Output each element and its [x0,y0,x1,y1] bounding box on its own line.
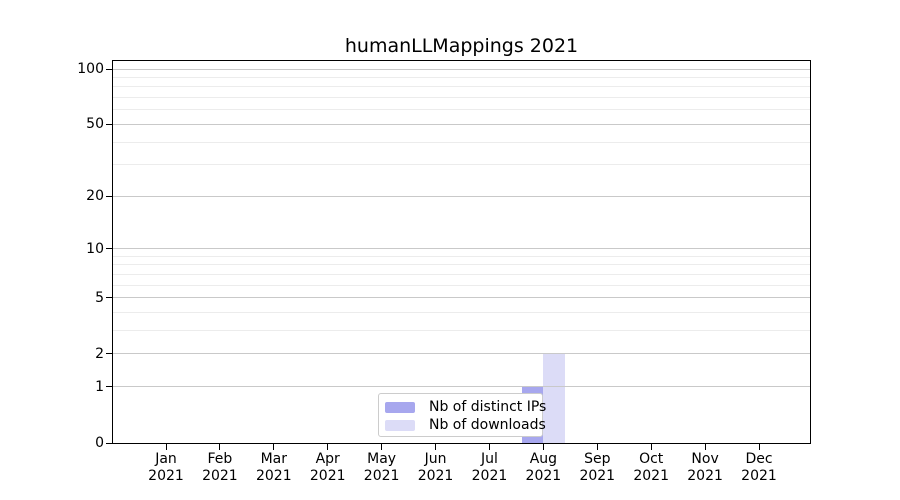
y-tick-label: 50 [86,116,104,133]
x-tick-label-month: Oct [639,451,664,467]
x-tick-label: Oct 2021 [619,451,683,484]
gridline-minor [113,264,810,266]
y-axis-tick [106,123,112,125]
legend-item-distinct-ips: Nb of distinct IPs [385,398,546,416]
gridline-minor [113,274,810,276]
x-tick-label-month: Apr [315,451,340,467]
x-axis-tick [435,444,437,450]
y-tick-label: 2 [95,345,104,362]
y-axis-tick [106,353,112,355]
gridline-major [113,123,810,125]
x-tick-label: May 2021 [350,451,414,484]
x-axis-tick [488,444,490,450]
legend: Nb of distinct IPs Nb of downloads [378,393,546,437]
legend-swatch-distinct-ips [385,401,415,413]
x-tick-label-year: 2021 [309,467,346,484]
legend-label-downloads: Nb of downloads [429,417,546,433]
x-tick-label-month: Jul [481,451,498,467]
legend-item-downloads: Nb of downloads [385,416,546,434]
x-tick-label-year: 2021 [579,467,616,484]
y-axis-tick [106,386,112,388]
gridline-minor [113,97,810,99]
x-tick-label: Apr 2021 [296,451,360,484]
y-axis-tick [106,195,112,197]
gridline-major [113,68,810,70]
gridline-minor [113,77,810,79]
gridline-major [113,297,810,299]
x-axis-tick [650,444,652,450]
gridline-major [113,353,810,355]
x-tick-label: Mar 2021 [242,451,306,484]
y-axis-tick [106,442,112,444]
x-axis-tick [758,444,760,450]
y-tick-label: 1 [95,378,104,395]
gridline-minor [113,109,810,111]
x-tick-label-month: Jan [155,451,177,467]
x-tick-label: Jul 2021 [457,451,521,484]
x-tick-label-year: 2021 [525,467,562,484]
x-axis-tick [219,444,221,450]
y-axis-tick [106,297,112,299]
x-tick-label-month: Sep [584,451,611,467]
x-tick-label-year: 2021 [202,467,238,484]
x-tick-label-month: Nov [691,451,719,467]
chart-title: humanLLMappings 2021 [344,35,579,57]
x-tick-label-year: 2021 [255,467,292,484]
gridline-minor [113,141,810,143]
gridline-minor [113,312,810,314]
x-tick-label: Nov 2021 [673,451,737,484]
x-tick-label-year: 2021 [687,467,723,484]
x-tick-label-month: Dec [745,451,773,467]
y-tick-label: 10 [86,240,104,257]
x-axis-tick [381,444,383,450]
plot-border [112,60,811,444]
x-tick-label-month: Jun [424,451,447,467]
x-tick-label-year: 2021 [363,467,400,484]
y-tick-label: 0 [95,435,104,451]
bar-nb-of-downloads [543,353,565,443]
x-tick-label-year: 2021 [417,467,454,484]
gridline-minor [113,255,810,257]
gridline-major [113,195,810,197]
y-tick-label: 5 [95,289,104,306]
x-tick-label: Dec 2021 [727,451,791,484]
x-tick-label: Feb 2021 [188,451,252,484]
x-axis-tick [542,444,544,450]
y-axis-tick [106,68,112,70]
gridline-minor [113,330,810,332]
x-tick-label-year: 2021 [471,467,508,484]
x-tick-label: Sep 2021 [565,451,629,484]
x-tick-label-month: Aug [529,451,558,467]
x-tick-label-year: 2021 [633,467,669,484]
legend-swatch-downloads [385,419,415,431]
x-tick-label-month: Mar [260,451,288,467]
x-axis-tick [273,444,275,450]
gridline-minor [113,86,810,88]
gridline-major [113,386,810,388]
gridline-major [113,248,810,250]
gridline-minor [113,284,810,286]
y-axis-tick [106,248,112,250]
y-tick-label: 100 [77,61,104,78]
x-tick-label-year: 2021 [741,467,777,484]
x-tick-label: Jun 2021 [404,451,468,484]
x-axis-tick [596,444,598,450]
x-tick-label-year: 2021 [148,467,184,484]
x-tick-label-month: May [367,451,397,467]
legend-label-distinct-ips: Nb of distinct IPs [429,399,547,415]
x-tick-label: Jan 2021 [134,451,198,484]
x-axis-tick [704,444,706,450]
x-axis-tick [165,444,167,450]
y-tick-label: 20 [86,188,104,205]
x-axis-tick [327,444,329,450]
x-tick-label: Aug 2021 [511,451,575,484]
gridline-minor [113,164,810,166]
x-tick-label-month: Feb [207,451,233,467]
